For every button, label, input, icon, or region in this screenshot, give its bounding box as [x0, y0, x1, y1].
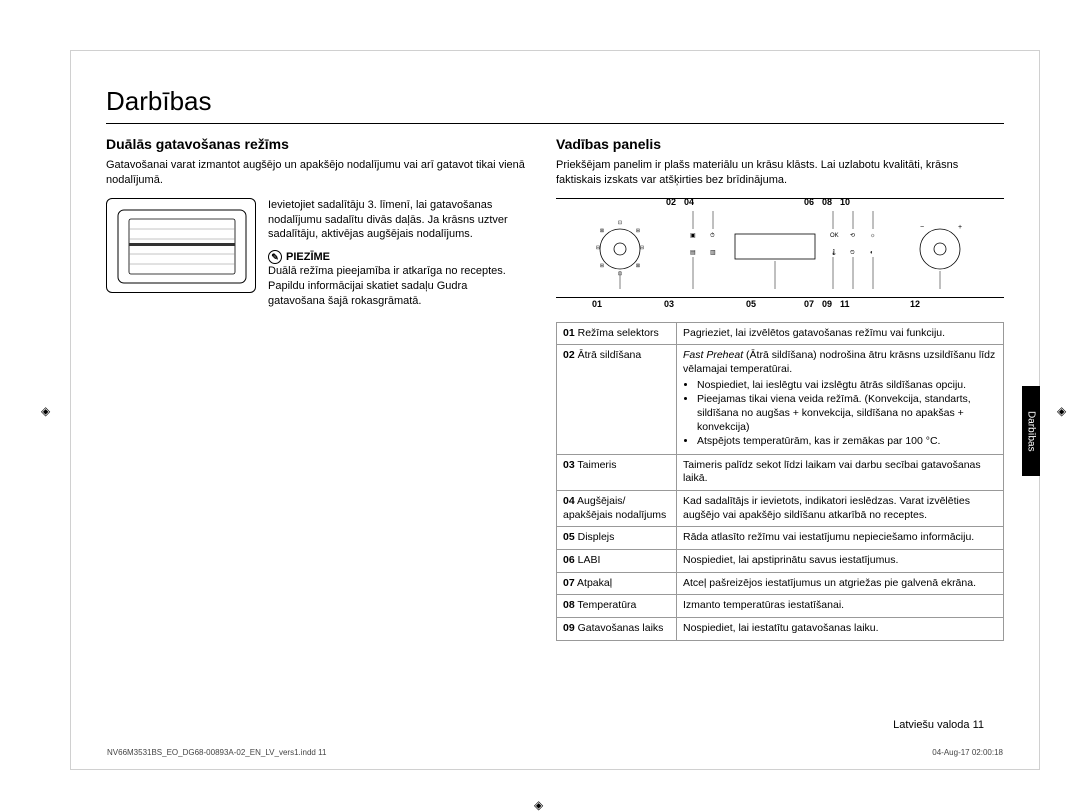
callout: 05 [746, 299, 756, 309]
meta-left: NV66M3531BS_EO_DG68-00893A-02_EN_LV_vers… [107, 748, 326, 757]
svg-text:⏱: ⏱ [710, 232, 715, 239]
callout: 10 [840, 197, 850, 207]
table-row: 02 Ātrā sildīšana Fast Preheat (Ātrā sil… [557, 345, 1004, 454]
crop-mark: ◈ [534, 798, 546, 810]
callout: 04 [684, 197, 694, 207]
svg-text:−: − [920, 224, 924, 231]
callout: 12 [910, 299, 920, 309]
crop-mark: ◈ [1057, 404, 1069, 416]
callout: 07 [804, 299, 814, 309]
table-row: 05 Displejs Rāda atlasīto režīmu vai ies… [557, 527, 1004, 550]
svg-text:▣: ▣ [690, 233, 696, 239]
callout: 11 [840, 299, 850, 309]
right-column: Vadības panelis Priekšējam panelim ir pl… [556, 136, 1004, 641]
svg-text:▥: ▥ [710, 250, 716, 256]
right-intro: Priekšējam panelim ir plašs materiālu un… [556, 158, 1004, 188]
left-intro: Gatavošanai varat izmantot augšējo un ap… [106, 158, 526, 188]
svg-text:◐: ◐ [870, 250, 874, 256]
controls-table: 01 Režīma selektors Pagrieziet, lai izvē… [556, 322, 1004, 641]
svg-text:☼: ☼ [870, 233, 876, 239]
svg-text:OK: OK [830, 233, 839, 239]
left-column: Duālās gatavošanas režīms Gatavošanai va… [106, 136, 526, 641]
title-rule [106, 123, 1004, 124]
svg-text:⊡: ⊡ [618, 220, 622, 226]
table-row: 07 Atpakaļ Atceļ pašreizējos iestatījumu… [557, 572, 1004, 595]
callout: 03 [664, 299, 674, 309]
svg-text:+: + [958, 224, 962, 231]
page-frame: ◈ ◈ Darbības Duālās gatavošanas režīms G… [70, 50, 1040, 770]
meta-right: 04-Aug-17 02:00:18 [932, 748, 1003, 757]
table-row: 03 Taimeris Taimeris palīdz sekot līdzi … [557, 454, 1004, 490]
right-heading: Vadības panelis [556, 136, 1004, 152]
crop-mark: ◈ [41, 404, 53, 416]
note-text: Duālā režīma pieejamība ir atkarīga no r… [268, 264, 526, 309]
table-row: 04 Augšējais/ apakšējais nodalījums Kad … [557, 491, 1004, 527]
left-text-block: Ievietojiet sadalītāju 3. līmenī, lai ga… [268, 198, 526, 309]
svg-text:⊞: ⊞ [600, 263, 604, 269]
svg-text:🌡: 🌡 [830, 248, 838, 256]
callout: 09 [822, 299, 832, 309]
svg-text:⊟: ⊟ [640, 245, 644, 251]
callout: 01 [592, 299, 602, 309]
svg-text:⊞: ⊞ [636, 228, 640, 234]
left-para1: Ievietojiet sadalītāju 3. līmenī, lai ga… [268, 198, 526, 243]
note-icon: ✎ [268, 250, 282, 264]
svg-text:▤: ▤ [690, 250, 696, 256]
control-panel-diagram: ⊡⊞⊟ ⊠⊡⊞ ⊟⊠ ▣⏱ ▤▥ [556, 198, 1004, 298]
svg-text:⊠: ⊠ [600, 228, 604, 234]
table-row: 08 Temperatūra Izmanto temperatūras iest… [557, 595, 1004, 618]
callout: 06 [804, 197, 814, 207]
callout: 08 [822, 197, 832, 207]
table-row: 01 Režīma selektors Pagrieziet, lai izvē… [557, 322, 1004, 345]
note-heading: ✎ PIEZĪME [268, 250, 526, 264]
note-label: PIEZĪME [286, 251, 330, 263]
callout: 02 [666, 197, 676, 207]
oven-diagram [106, 198, 256, 293]
table-row: 06 LABI Nospiediet, lai apstiprinātu sav… [557, 550, 1004, 573]
table-row: 09 Gatavošanas laiks Nospiediet, lai ies… [557, 617, 1004, 640]
side-tab: Darbības [1022, 386, 1040, 476]
row02-desc: Fast Preheat (Ātrā sildīšana) nodrošina … [677, 345, 1004, 454]
svg-text:⊠: ⊠ [636, 263, 640, 269]
svg-text:⟲: ⟲ [850, 233, 855, 239]
page-title: Darbības [106, 86, 1004, 117]
left-heading: Duālās gatavošanas režīms [106, 136, 526, 152]
svg-text:⊟: ⊟ [596, 245, 600, 251]
page-footer: Latviešu valoda 11 [893, 719, 984, 731]
svg-text:⏲: ⏲ [850, 250, 855, 256]
